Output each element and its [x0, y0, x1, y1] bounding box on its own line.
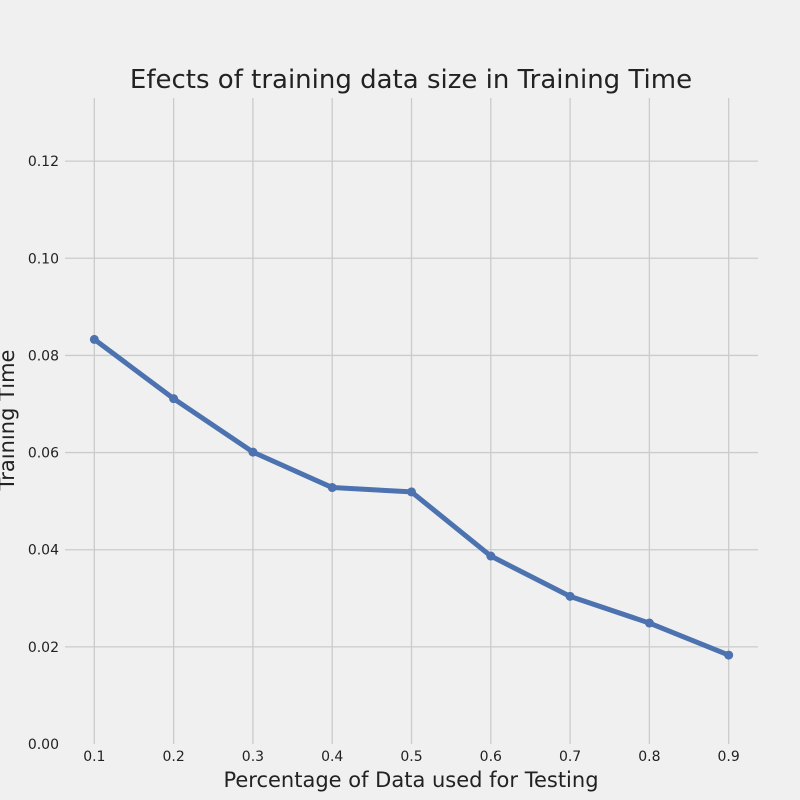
data-point: [407, 487, 416, 497]
y-tick-label: 0.10: [28, 251, 59, 267]
y-tick-labels: 0.00 0.02 0.04 0.06 0.08 0.10 0.12: [28, 154, 59, 753]
x-tick-label: 0.7: [559, 749, 581, 765]
grid-lines: [65, 98, 758, 744]
data-point: [486, 551, 496, 561]
y-tick-label: 0.08: [28, 348, 59, 364]
y-tick-label: 0.06: [28, 446, 59, 462]
x-tick-label: 0.4: [321, 749, 343, 765]
x-tick-label: 0.2: [162, 749, 184, 765]
x-tick-label: 0.1: [83, 749, 105, 765]
data-point: [89, 334, 99, 344]
x-tick-label: 0.6: [480, 749, 502, 765]
x-tick-label: 0.3: [242, 749, 264, 765]
y-tick-label: 0.04: [28, 543, 59, 559]
x-tick-labels: 0.1 0.2 0.3 0.4 0.5 0.6 0.7 0.8 0.9: [83, 749, 740, 765]
series-layer: [89, 334, 734, 660]
data-point: [248, 447, 258, 457]
y-tick-label: 0.02: [28, 640, 59, 656]
data-point: [327, 483, 337, 493]
data-point: [724, 650, 734, 660]
y-axis-label: Training Time: [0, 350, 19, 492]
y-tick-label: 0.12: [28, 154, 59, 170]
data-point: [169, 394, 179, 404]
data-point: [565, 591, 575, 601]
x-tick-label: 0.8: [638, 749, 660, 765]
x-tick-label: 0.5: [400, 749, 422, 765]
x-tick-label: 0.9: [718, 749, 740, 765]
chart-title: Efects of training data size in Training…: [130, 65, 692, 95]
x-axis-label: Percentage of Data used for Testing: [223, 768, 598, 792]
data-point: [644, 618, 654, 628]
y-tick-label: 0.00: [28, 737, 59, 753]
